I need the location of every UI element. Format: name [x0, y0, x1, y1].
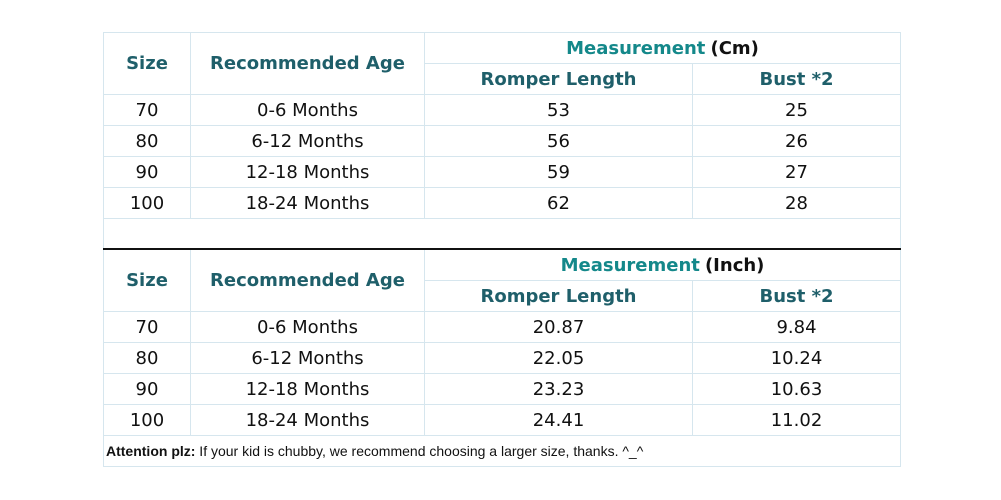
- size-cell: 90: [103, 373, 191, 405]
- table-separator: [103, 218, 901, 250]
- cm-length-header: Romper Length: [424, 63, 693, 95]
- inch-header-row-1: Size Recommended Age Measurement (Inch): [103, 248, 901, 312]
- table-row: 70 0-6 Months 53 25: [103, 94, 901, 126]
- age-cell: 12-18 Months: [190, 156, 425, 188]
- inch-header-row-2: Romper Length Bust *2: [104, 280, 901, 312]
- inch-age-header: Recommended Age: [190, 248, 425, 312]
- table-row: 100 18-24 Months 62 28: [103, 187, 901, 219]
- size-cell: 70: [103, 311, 191, 343]
- size-cell: 90: [103, 156, 191, 188]
- size-cell: 70: [103, 94, 191, 126]
- cm-measurement-word: Measurement: [566, 37, 706, 59]
- size-chart: Size Recommended Age Measurement (Cm) Ro…: [103, 32, 901, 467]
- separator-cell: [103, 218, 901, 250]
- size-cell: 80: [103, 125, 191, 157]
- cm-header-row-1: Size Recommended Age Measurement (Cm): [103, 32, 901, 95]
- cm-header-row-2: Romper Length Bust *2: [104, 63, 901, 95]
- bust-cell: 11.02: [692, 404, 901, 436]
- bust-cell: 26: [692, 125, 901, 157]
- size-cell: 100: [103, 187, 191, 219]
- length-cell: 53: [424, 94, 693, 126]
- inch-measurement-word: Measurement: [560, 254, 700, 276]
- inch-bust-header: Bust *2: [692, 280, 901, 312]
- age-cell: 12-18 Months: [190, 373, 425, 405]
- cm-bust-header: Bust *2: [692, 63, 901, 95]
- bust-cell: 10.63: [692, 373, 901, 405]
- bust-cell: 27: [692, 156, 901, 188]
- inch-measurement-unit: (Inch): [704, 254, 765, 276]
- attention-note-label: Attention plz:: [106, 443, 196, 459]
- age-cell: 6-12 Months: [190, 342, 425, 374]
- age-cell: 18-24 Months: [190, 404, 425, 436]
- length-cell: 24.41: [424, 404, 693, 436]
- table-row: 100 18-24 Months 24.41 11.02: [103, 404, 901, 436]
- age-cell: 18-24 Months: [190, 187, 425, 219]
- length-cell: 56: [424, 125, 693, 157]
- length-cell: 22.05: [424, 342, 693, 374]
- bust-cell: 28: [692, 187, 901, 219]
- table-row: 80 6-12 Months 56 26: [103, 125, 901, 157]
- inch-length-header: Romper Length: [424, 280, 693, 312]
- length-cell: 20.87: [424, 311, 693, 343]
- inch-size-header: Size: [103, 248, 191, 312]
- length-cell: 62: [424, 187, 693, 219]
- size-cell: 100: [103, 404, 191, 436]
- table-row: 80 6-12 Months 22.05 10.24: [103, 342, 901, 374]
- age-cell: 0-6 Months: [190, 94, 425, 126]
- bust-cell: 25: [692, 94, 901, 126]
- cm-measurement-header: Measurement (Cm): [424, 32, 901, 64]
- cm-size-header: Size: [103, 32, 191, 95]
- age-cell: 0-6 Months: [190, 311, 425, 343]
- bust-cell: 10.24: [692, 342, 901, 374]
- table-row: 70 0-6 Months 20.87 9.84: [103, 311, 901, 343]
- cm-measurement-unit: (Cm): [710, 37, 759, 59]
- table-row: 90 12-18 Months 59 27: [103, 156, 901, 188]
- size-table: Size Recommended Age Measurement (Cm) Ro…: [103, 32, 901, 467]
- attention-note-text: If your kid is chubby, we recommend choo…: [195, 443, 644, 459]
- size-cell: 80: [103, 342, 191, 374]
- inch-measurement-header: Measurement (Inch): [424, 248, 901, 281]
- cm-age-header: Recommended Age: [190, 32, 425, 95]
- age-cell: 6-12 Months: [190, 125, 425, 157]
- length-cell: 59: [424, 156, 693, 188]
- bust-cell: 9.84: [692, 311, 901, 343]
- attention-note-row: Attention plz: If your kid is chubby, we…: [103, 435, 901, 467]
- length-cell: 23.23: [424, 373, 693, 405]
- table-row: 90 12-18 Months 23.23 10.63: [103, 373, 901, 405]
- attention-note: Attention plz: If your kid is chubby, we…: [103, 435, 901, 467]
